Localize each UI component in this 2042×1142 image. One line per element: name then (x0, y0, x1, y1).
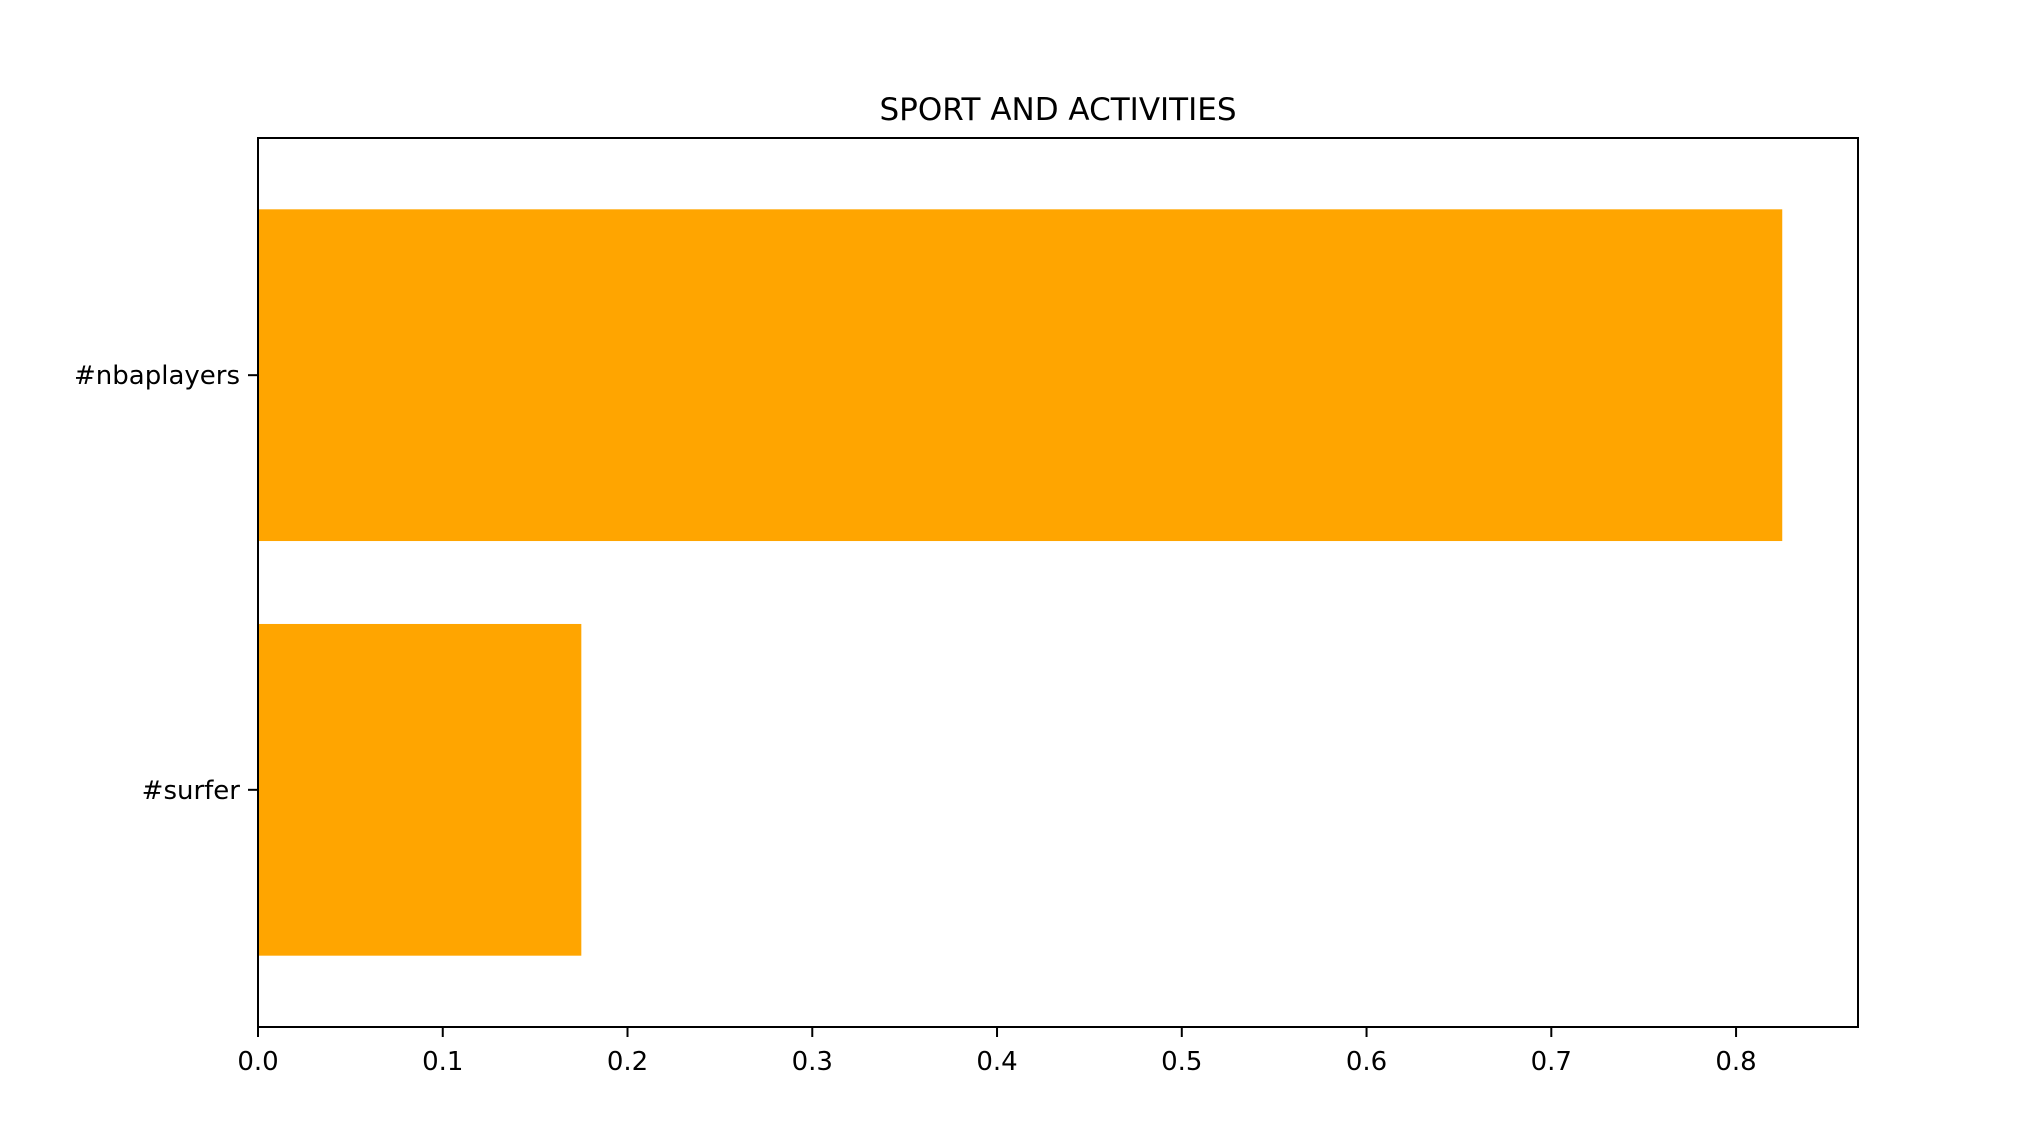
x-tick-label: 0.3 (792, 1047, 833, 1077)
x-axis: 0.0 0.1 0.2 0.3 0.4 0.5 0.6 0.7 0.8 (237, 1027, 1757, 1077)
x-tick-label: 0.0 (237, 1047, 278, 1077)
chart-title: SPORT AND ACTIVITIES (879, 92, 1236, 128)
bar-surfer (258, 623, 582, 956)
x-tick-label: 0.7 (1531, 1047, 1572, 1077)
y-tick-label: #nbaplayers (74, 361, 240, 391)
x-tick-label: 0.5 (1161, 1047, 1202, 1077)
x-tick-label: 0.1 (422, 1047, 463, 1077)
x-tick-label: 0.2 (607, 1047, 648, 1077)
plot-frame (257, 137, 1859, 1028)
y-axis: #nbaplayers #surfer (74, 361, 258, 806)
bar-nbaplayers (258, 209, 1783, 542)
y-tick-label: #surfer (142, 776, 241, 806)
x-tick-label: 0.8 (1715, 1047, 1756, 1077)
x-tick-label: 0.4 (976, 1047, 1017, 1077)
bars-group (258, 209, 1783, 956)
x-tick-label: 0.6 (1346, 1047, 1387, 1077)
